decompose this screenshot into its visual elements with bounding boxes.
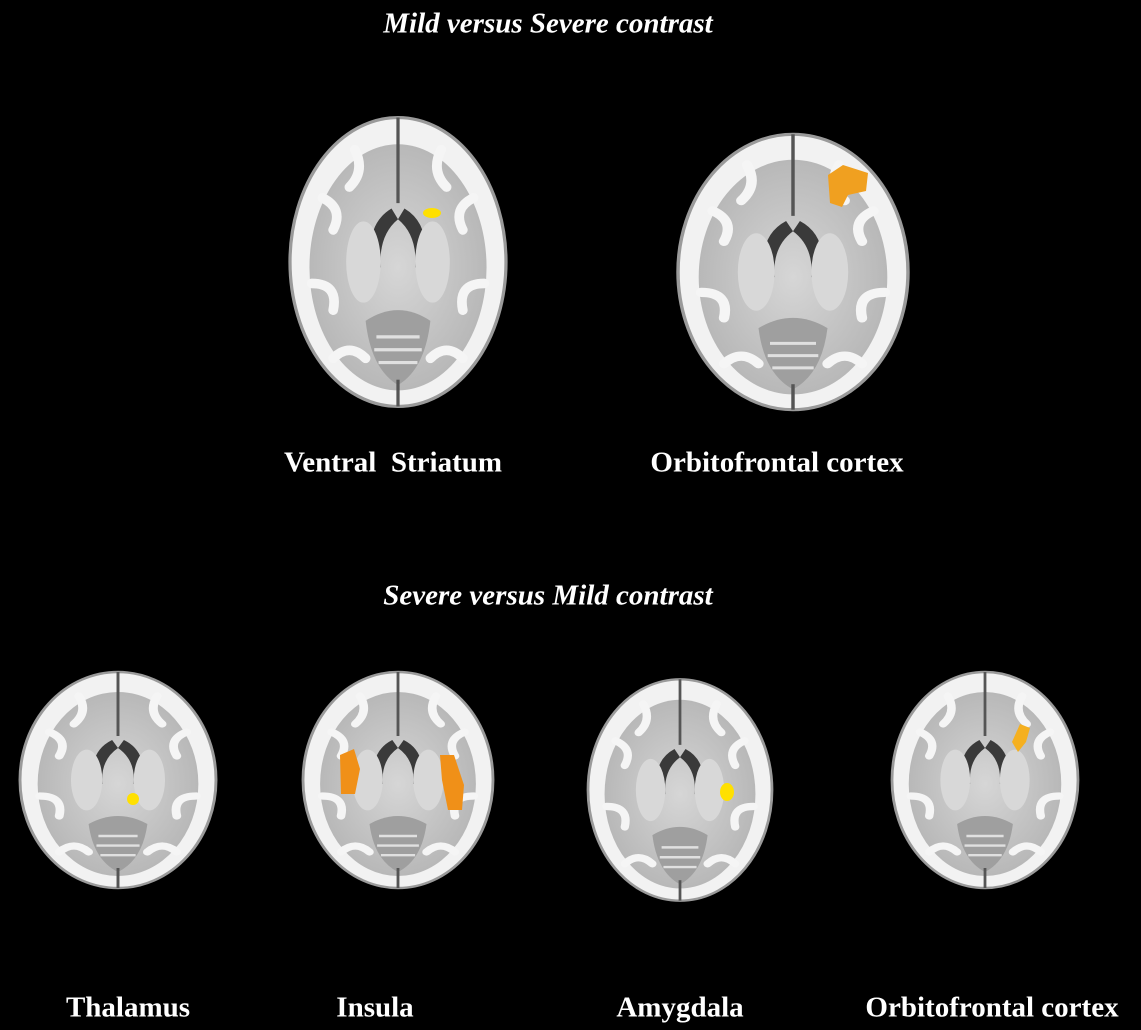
brain-slice — [290, 118, 506, 407]
activation — [423, 208, 441, 218]
brain-slice — [303, 672, 493, 888]
activation — [1012, 724, 1030, 752]
brain-slice — [892, 672, 1078, 888]
region-label: Thalamus — [66, 992, 190, 1024]
brain-slice — [588, 679, 772, 900]
region-label: Orbitofrontal cortex — [650, 447, 904, 479]
activation — [127, 793, 139, 805]
activation — [340, 749, 360, 794]
region-label: Insula — [336, 992, 414, 1024]
region-label: Amygdala — [616, 992, 744, 1024]
region-label: Ventral Striatum — [284, 447, 502, 479]
section-title: Mild versus Severe contrast — [382, 8, 713, 40]
activation — [720, 783, 734, 801]
region-label: Orbitofrontal cortex — [865, 992, 1119, 1024]
brain-slice — [20, 672, 216, 888]
activation — [440, 755, 464, 810]
section-title: Severe versus Mild contrast — [383, 580, 713, 612]
brain-slice — [678, 134, 908, 409]
activation — [828, 165, 868, 207]
